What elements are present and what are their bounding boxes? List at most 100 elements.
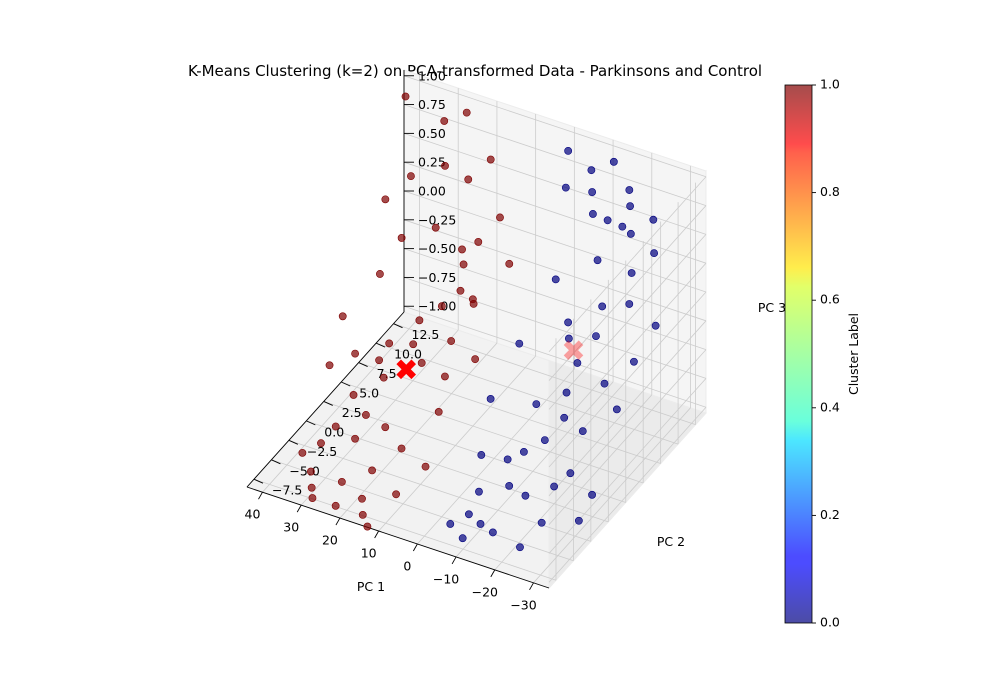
point-cluster-1 bbox=[474, 238, 483, 246]
x-axis-label: PC 1 bbox=[357, 579, 385, 594]
y-tick bbox=[358, 362, 368, 367]
z-tick-label: 0.00 bbox=[418, 184, 446, 199]
point-cluster-1 bbox=[381, 423, 390, 432]
z-gridline bbox=[548, 234, 707, 410]
point-cluster-1 bbox=[421, 462, 430, 471]
y-tick-label: −5.0 bbox=[289, 463, 319, 478]
point-cluster-1 bbox=[368, 466, 376, 475]
colorbar-tick-label: 0.8 bbox=[820, 184, 840, 199]
point-cluster-0 bbox=[625, 300, 634, 308]
z-gridline bbox=[548, 176, 707, 353]
y-gridline bbox=[253, 478, 557, 581]
x-tick-label: 40 bbox=[245, 507, 261, 522]
z-tick-label: −0.75 bbox=[418, 270, 456, 285]
z-tick-label: −0.50 bbox=[418, 241, 456, 256]
point-cluster-0 bbox=[626, 229, 635, 238]
point-cluster-1 bbox=[325, 361, 334, 370]
x-gridline bbox=[339, 342, 498, 519]
y-tick-label: 0.0 bbox=[324, 424, 344, 439]
x-tick bbox=[258, 491, 263, 500]
point-cluster-1 bbox=[308, 494, 317, 502]
point-cluster-1 bbox=[401, 92, 410, 101]
x-tick bbox=[335, 517, 341, 526]
x-axis-line bbox=[246, 486, 550, 589]
centroid-cluster-0-marker bbox=[563, 340, 584, 361]
y-tick bbox=[375, 342, 386, 348]
point-cluster-0 bbox=[609, 157, 618, 166]
point-cluster-0 bbox=[532, 400, 541, 408]
point-cluster-1 bbox=[331, 422, 340, 431]
point-cluster-0 bbox=[566, 469, 575, 478]
point-cluster-1 bbox=[307, 467, 315, 476]
z-gridline bbox=[548, 291, 707, 468]
point-cluster-0 bbox=[630, 357, 638, 366]
point-cluster-1 bbox=[338, 312, 347, 321]
x-tick-label: −20 bbox=[472, 584, 498, 599]
point-cluster-1 bbox=[471, 355, 480, 364]
point-cluster-1 bbox=[456, 286, 465, 295]
point-cluster-1 bbox=[331, 501, 340, 510]
point-cluster-0 bbox=[550, 482, 559, 491]
z-tick-label: 0.50 bbox=[418, 126, 446, 141]
point-cluster-0 bbox=[564, 318, 573, 327]
y-tick bbox=[271, 459, 281, 465]
point-cluster-1 bbox=[358, 511, 367, 519]
chart-title: K-Means Clustering (k=2) on PCA-transfor… bbox=[188, 62, 762, 80]
z-tick-label: 0.25 bbox=[418, 155, 446, 170]
y-gridline bbox=[358, 362, 661, 464]
colorbar-label: Cluster Label bbox=[846, 313, 861, 395]
point-cluster-0 bbox=[588, 490, 596, 499]
z-gridline bbox=[403, 248, 707, 350]
point-cluster-1 bbox=[431, 223, 440, 232]
point-cluster-0 bbox=[573, 359, 582, 367]
point-cluster-0 bbox=[446, 520, 455, 528]
point-cluster-1 bbox=[407, 172, 415, 181]
point-cluster-0 bbox=[521, 491, 530, 500]
y-gridline bbox=[393, 323, 696, 426]
point-cluster-1 bbox=[486, 155, 495, 164]
colorbar-gradient bbox=[785, 85, 812, 623]
point-cluster-1 bbox=[469, 299, 478, 308]
x-tick-label: 30 bbox=[283, 520, 299, 535]
point-cluster-1 bbox=[417, 359, 426, 367]
z-gridline bbox=[548, 378, 707, 554]
point-cluster-0 bbox=[600, 379, 609, 388]
y-tick bbox=[306, 420, 316, 426]
point-cluster-0 bbox=[578, 427, 587, 436]
z-tick-label: −1.00 bbox=[418, 299, 456, 314]
point-cluster-1 bbox=[397, 234, 406, 242]
z-gridline bbox=[403, 75, 707, 178]
point-cluster-1 bbox=[434, 408, 443, 416]
point-cluster-1 bbox=[375, 356, 384, 365]
point-cluster-1 bbox=[462, 108, 471, 117]
scatter-points bbox=[298, 92, 660, 552]
point-cluster-1 bbox=[415, 316, 424, 325]
point-cluster-0 bbox=[593, 256, 602, 265]
colorbar-tick-label: 0.6 bbox=[820, 292, 840, 307]
x-tick-label: −30 bbox=[510, 597, 536, 612]
point-cluster-0 bbox=[477, 451, 486, 459]
point-cluster-0 bbox=[618, 222, 627, 231]
point-cluster-1 bbox=[441, 372, 449, 381]
y-tick-label: 12.5 bbox=[412, 327, 440, 342]
y-tick-label: 5.0 bbox=[359, 386, 379, 401]
point-cluster-0 bbox=[476, 520, 485, 528]
point-cluster-0 bbox=[519, 448, 528, 456]
point-cluster-1 bbox=[385, 339, 394, 348]
x-tick-label: 10 bbox=[361, 546, 377, 561]
point-cluster-1 bbox=[317, 439, 325, 448]
point-cluster-1 bbox=[349, 391, 358, 399]
point-cluster-1 bbox=[358, 494, 366, 503]
point-cluster-0 bbox=[537, 518, 546, 527]
y-tick-label: −2.5 bbox=[307, 444, 337, 459]
y-gridline bbox=[341, 381, 644, 484]
point-cluster-0 bbox=[458, 534, 467, 543]
y-tick bbox=[341, 381, 351, 387]
z-gridline bbox=[548, 205, 707, 381]
point-cluster-0 bbox=[627, 269, 636, 277]
point-cluster-1 bbox=[397, 444, 406, 453]
axes-gridlines bbox=[253, 75, 707, 584]
x-gridline bbox=[378, 355, 536, 532]
y-gridline bbox=[323, 401, 626, 503]
